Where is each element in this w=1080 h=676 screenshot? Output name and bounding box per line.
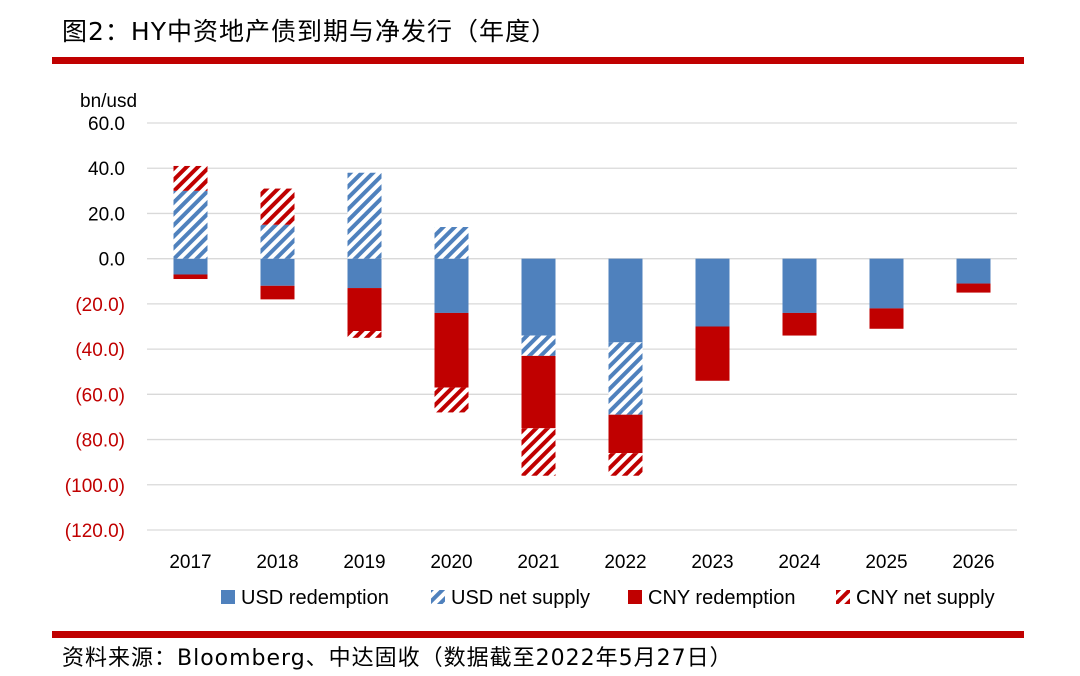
bottom-rule (52, 631, 1024, 638)
bar-cny_red-2017 (173, 274, 208, 280)
bar-cny_red-2023 (695, 326, 730, 381)
y-axis-label: bn/usd (80, 91, 137, 112)
bar-usd_red-2022 (608, 258, 643, 343)
bar-usd_net-2018 (260, 224, 295, 259)
bar-cny_net-2019 (347, 331, 382, 338)
y-tick-label: (60.0) (75, 385, 125, 406)
bar-usd_red-2023 (695, 258, 730, 327)
legend-label-cny_red: CNY redemption (648, 587, 795, 609)
y-tick-label: 60.0 (88, 114, 125, 135)
bar-usd_red-2017 (173, 258, 208, 275)
bar-cny_net-2022 (608, 453, 643, 476)
bar-cny_red-2020 (434, 312, 469, 388)
x-tick-label: 2019 (343, 552, 385, 573)
x-tick-label: 2017 (169, 552, 211, 573)
bar-cny_red-2018 (260, 285, 295, 300)
legend-label-usd_red: USD redemption (241, 587, 389, 609)
y-tick-label: (80.0) (75, 431, 125, 452)
bar-usd_red-2019 (347, 258, 382, 289)
legend: USD redemption USD net supply CNY redempti… (221, 587, 995, 609)
bar-usd_net-2021 (521, 335, 556, 356)
bar-cny_red-2026 (956, 283, 991, 293)
bar-usd_red-2026 (956, 258, 991, 284)
legend-label-cny_net: CNY net supply (856, 587, 995, 609)
bar-cny_red-2024 (782, 312, 817, 336)
y-tick-label: (100.0) (65, 476, 125, 497)
x-tick-label: 2023 (691, 552, 733, 573)
top-rule (52, 57, 1024, 64)
x-tick-label: 2024 (778, 552, 821, 573)
bar-chart: 60.0 40.0 20.0 0.0 (20.0) (40.0) (60.0) (80.0) (… (65, 91, 1017, 609)
bar-usd_net-2017 (173, 190, 208, 259)
legend-swatch-cny_red (628, 590, 642, 604)
bar-usd_red-2018 (260, 258, 295, 286)
bar-usd_red-2024 (782, 258, 817, 313)
x-tick-label: 2022 (604, 552, 646, 573)
bar-cny_red-2019 (347, 288, 382, 332)
bar-usd_red-2020 (434, 258, 469, 313)
legend-swatch-usd_net (431, 590, 445, 604)
y-tick-label: (120.0) (65, 521, 125, 542)
bar-usd_net-2020 (434, 227, 469, 259)
bar-cny_net-2018 (260, 188, 295, 225)
x-tick-label: 2025 (865, 552, 907, 573)
bar-cny_net-2017 (173, 165, 208, 191)
y-tick-label: 20.0 (88, 204, 125, 225)
bar-cny_red-2025 (869, 308, 904, 329)
x-tick-label: 2018 (256, 552, 298, 573)
y-tick-label: (20.0) (75, 295, 125, 316)
bar-cny_red-2021 (521, 355, 556, 429)
legend-swatch-usd_red (221, 590, 235, 604)
axes: 60.0 40.0 20.0 0.0 (20.0) (40.0) (60.0) (80.0) (… (65, 114, 995, 573)
bar-cny_red-2022 (608, 414, 643, 454)
bar-cny_net-2021 (521, 428, 556, 476)
bar-usd_net-2019 (347, 172, 382, 259)
bars (173, 165, 991, 476)
bar-usd_net-2022 (608, 342, 643, 415)
figure-title: 图2：HY中资地产债到期与净发行（年度） (62, 17, 557, 46)
x-tick-label: 2020 (430, 552, 472, 573)
legend-label-usd_net: USD net supply (451, 587, 590, 609)
x-tick-label: 2026 (952, 552, 994, 573)
bar-usd_red-2021 (521, 258, 556, 336)
source-note: 资料来源：Bloomberg、中达固收（数据截至2022年5月27日） (62, 646, 733, 671)
bar-usd_red-2025 (869, 258, 904, 309)
y-tick-label: 0.0 (99, 250, 125, 271)
bar-cny_net-2020 (434, 387, 469, 413)
y-tick-label: 40.0 (88, 159, 125, 180)
y-tick-label: (40.0) (75, 340, 125, 361)
x-tick-label: 2021 (517, 552, 559, 573)
legend-swatch-cny_net (836, 590, 850, 604)
